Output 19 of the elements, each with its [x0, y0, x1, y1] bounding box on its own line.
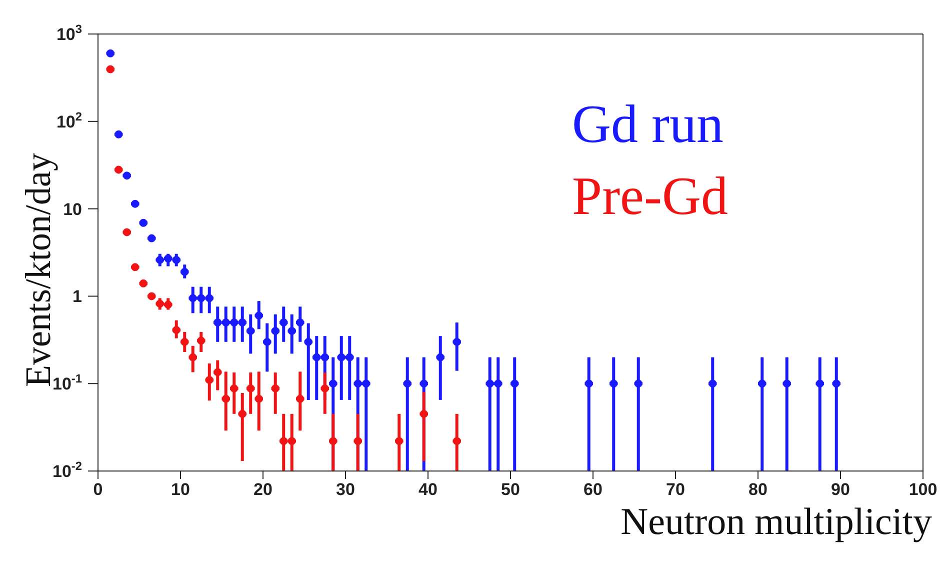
x-tick-label: 70 [666, 480, 685, 499]
y-tick-label: 10$^{2}$ [56, 109, 82, 132]
x-tick-label: 30 [336, 480, 355, 499]
y-tick-label: 1 [72, 287, 82, 306]
x-tick-label: 80 [748, 480, 768, 499]
text: Gd run [572, 93, 725, 156]
y-tick-label: 10$^{3}$ [56, 22, 82, 44]
x-tick-label: 100 [908, 480, 938, 499]
x-tick-label: 0 [93, 480, 103, 499]
x-tick-label: 50 [501, 480, 520, 499]
y-tick-label: 10$^{-2}$ [52, 459, 82, 481]
x-tick-label: 60 [584, 480, 602, 499]
x-tick-label: 90 [831, 480, 850, 499]
x-tick-label: 40 [418, 480, 438, 499]
y-tick-label: 10 [63, 200, 82, 219]
text: Pre-Gd [572, 165, 728, 228]
x-tick-label: 20 [254, 480, 272, 499]
x-tick-label: 10 [171, 480, 190, 499]
x-axis-title: Neutron multiplicity [620, 500, 932, 545]
